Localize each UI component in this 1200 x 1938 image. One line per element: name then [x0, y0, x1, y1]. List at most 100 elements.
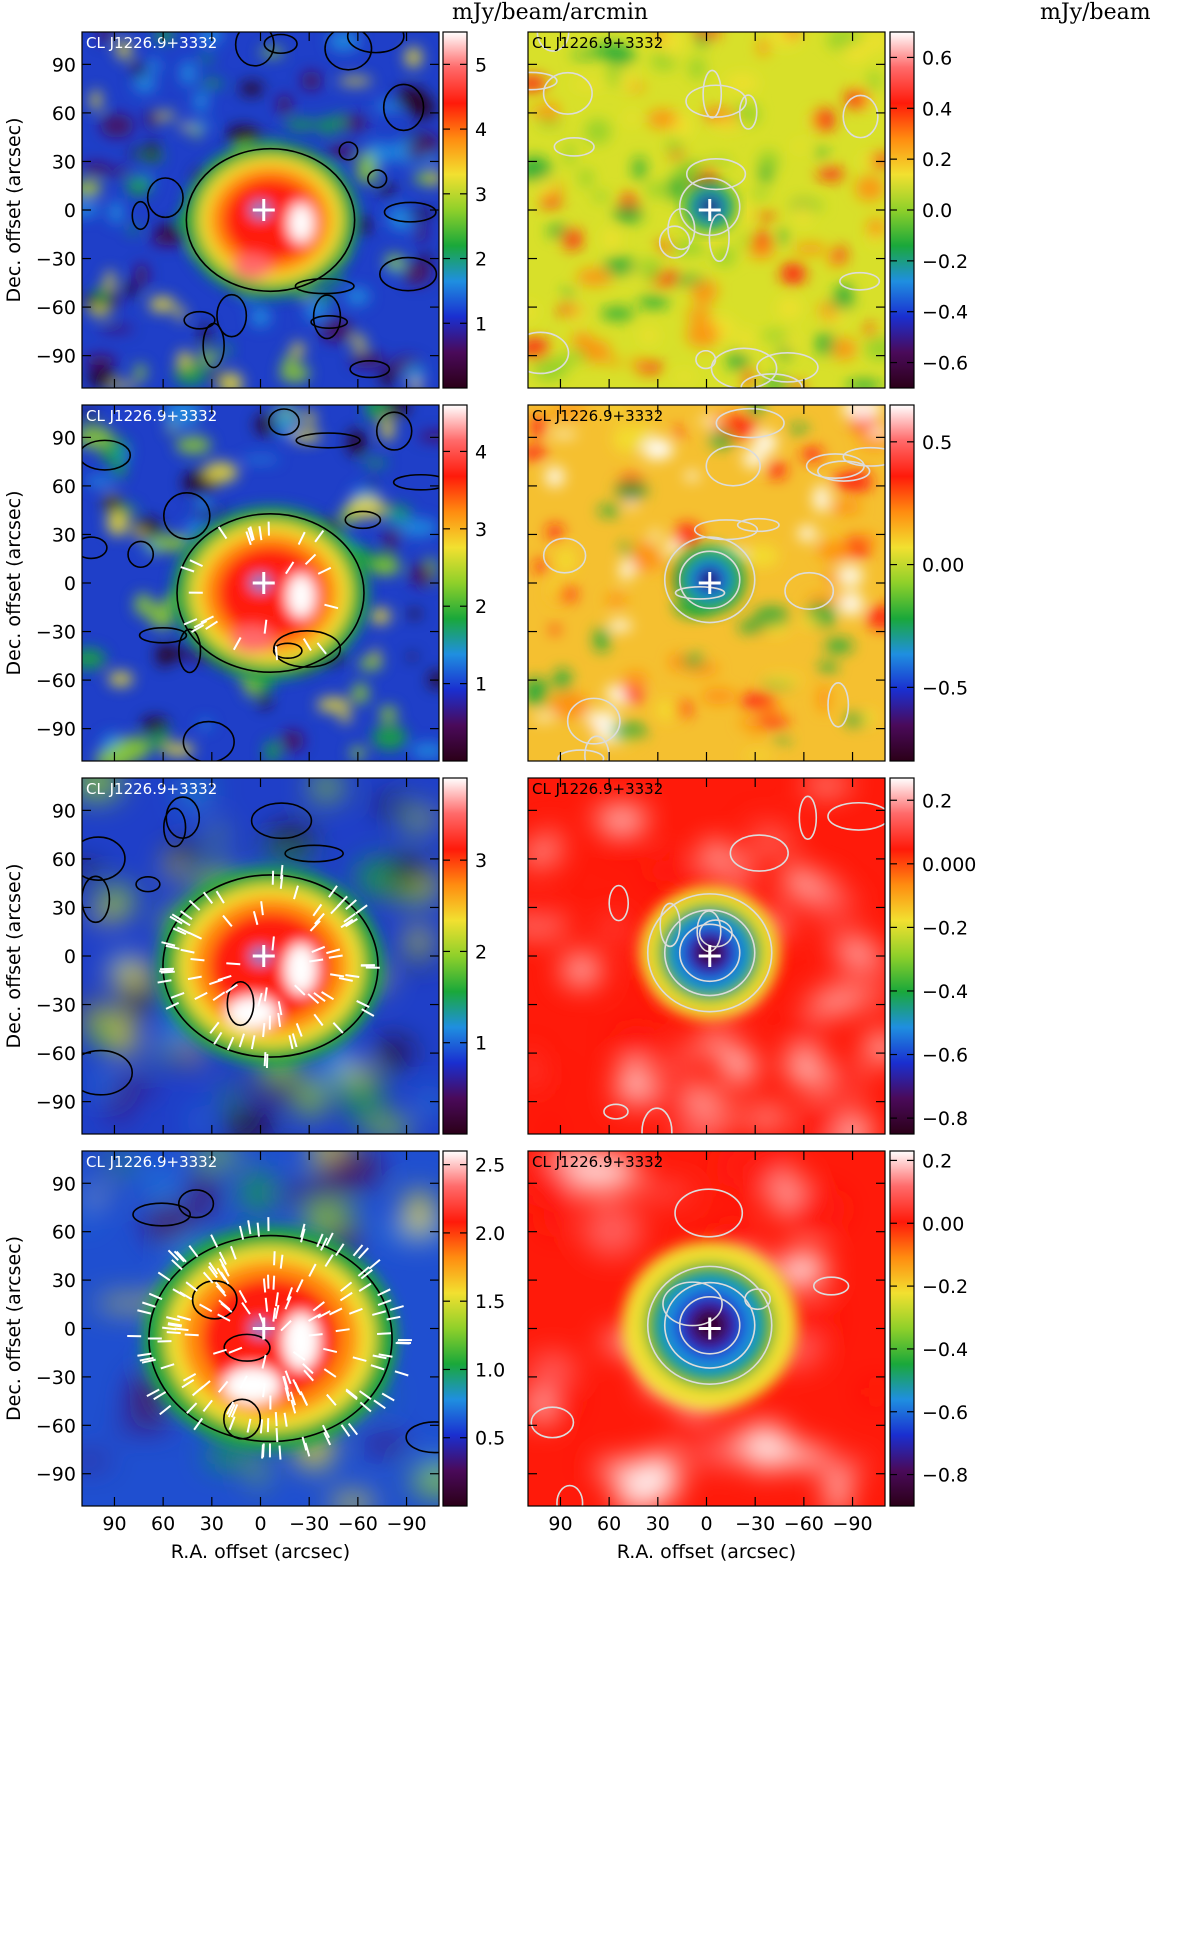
x-axis-label: R.A. offset (arcsec) [617, 1541, 796, 1563]
noise-blobs [528, 405, 885, 759]
axis-ticks [528, 32, 885, 388]
axis-ticks [82, 32, 439, 388]
colorbar-gradient [442, 1150, 468, 1507]
vector-ticks [127, 1217, 412, 1460]
colorbar-tick-label: 2 [475, 941, 487, 963]
colorbar-tick-label: 0.2 [922, 790, 952, 812]
panel-row1-left: CL J1226.9+3332 90 60 30 0 −30 −60 −90 Dec. offs… [3, 31, 440, 389]
heatmap-row1-left [82, 32, 439, 388]
colorbar-tick-label: 1.5 [475, 1291, 505, 1313]
y-tick-label: 0 [64, 1319, 76, 1341]
y-tick-label: −30 [36, 622, 76, 644]
colorbar-gradient [442, 31, 468, 389]
colorbar-tick-label: 1 [475, 313, 487, 335]
panel-row2-left: CL J1226.9+3332 90 60 30 0 −30 −60 −90 Dec. offs… [3, 404, 440, 762]
y-axis-label: Dec. offset (arcsec) [3, 491, 25, 676]
colorbar-gradient [889, 1150, 915, 1507]
colorbar-tick-label: 0.4 [922, 98, 952, 120]
colorbar-row4-right: −0.8 −0.6 −0.4 −0.2 0.00 0.2 [889, 1150, 968, 1507]
y-tick-label: 0 [64, 200, 76, 222]
y-tick-label: −90 [36, 346, 76, 368]
x-tick-label: −60 [338, 1513, 378, 1535]
y-tick-label: 30 [52, 1270, 76, 1292]
colorbar-tick-label: 4 [475, 119, 487, 141]
colorbar-row2-right: −0.5 0.00 0.5 [889, 404, 968, 762]
colorbar-tick-label: −0.4 [922, 981, 968, 1003]
colorbar-tick-label: −0.4 [922, 1339, 968, 1361]
panel-row1-right: CL J1226.9+3332 [527, 31, 886, 389]
x-tick-label: −30 [289, 1513, 329, 1535]
y-axis-label: Dec. offset (arcsec) [3, 1236, 25, 1421]
heatmap-row4-left [82, 1151, 439, 1506]
colorbar-row2-left: 1 2 3 4 [442, 404, 487, 762]
x-tick-label: 90 [548, 1513, 572, 1535]
cluster-label: CL J1226.9+3332 [532, 1153, 663, 1171]
colorbar-gradient [442, 777, 468, 1135]
colorbar-tick-label: 2.0 [475, 1223, 505, 1245]
y-tick-label: 30 [52, 151, 76, 173]
contours [82, 408, 439, 761]
contours [603, 795, 885, 1134]
colorbar-tick-label: 2 [475, 249, 487, 271]
y-axis-label: Dec. offset (arcsec) [3, 118, 25, 303]
x-tick-label: −30 [735, 1513, 775, 1535]
y-tick-label: −90 [36, 1092, 76, 1114]
contours [131, 32, 438, 379]
x-tick-label: 0 [700, 1513, 712, 1535]
x-tick-label: 30 [200, 1513, 224, 1535]
y-tick-label: 90 [52, 1173, 76, 1195]
y-tick-label: −60 [36, 1043, 76, 1065]
y-tick-label: 60 [52, 1222, 76, 1244]
center-marker-icon [252, 572, 275, 594]
colorbar-tick-label: 2.5 [475, 1155, 505, 1177]
y-tick-label: −90 [36, 719, 76, 741]
colorbar-tick-label: 0.00 [922, 555, 964, 577]
colorbar-tick-label: −0.8 [922, 1108, 968, 1130]
center-marker-icon [252, 945, 275, 967]
y-tick-label: −30 [36, 995, 76, 1017]
colorbar-row3-right: −0.8 −0.6 −0.4 −0.2 0.000 0.2 [889, 777, 976, 1135]
colorbar-tick-label: 1 [475, 674, 487, 696]
x-tick-label: −90 [386, 1513, 426, 1535]
y-tick-label: 90 [52, 800, 76, 822]
center-marker-icon [698, 572, 721, 594]
y-tick-label: 60 [52, 849, 76, 871]
contours [82, 796, 379, 1096]
cluster-signal [182, 142, 359, 298]
colorbar-gradient [442, 404, 468, 762]
heatmap-row3-left [82, 778, 439, 1134]
contours [528, 32, 881, 388]
heatmap-row1-right [528, 32, 885, 388]
contours [542, 407, 885, 761]
colorbar-row1-left: 1 2 3 4 5 [442, 31, 487, 389]
y-tick-label: 30 [52, 897, 76, 919]
axis-ticks [528, 1151, 885, 1506]
axis-ticks [528, 778, 885, 1134]
cluster-signal [158, 866, 383, 1066]
y-tick-label: −60 [36, 297, 76, 319]
axis-ticks [82, 405, 439, 761]
center-marker-icon [698, 1317, 721, 1340]
colorbar-tick-label: 0.00 [922, 1213, 964, 1235]
colorbar-tick-label: 1 [475, 1033, 487, 1055]
vector-ticks [180, 521, 339, 661]
colorbar-tick-label: 0.6 [922, 47, 952, 69]
heatmap-row3-right [528, 778, 885, 1134]
colorbar-gradient [889, 404, 915, 762]
center-marker-icon [698, 199, 721, 221]
colorbar-tick-label: 5 [475, 54, 487, 76]
noise-blobs [528, 32, 885, 388]
panel-row4-right: CL J1226.9+3332 90 60 30 0 −30 −60 −90 R.A. offs… [527, 1150, 886, 1563]
contours [530, 1188, 850, 1506]
center-marker-icon [698, 945, 721, 967]
x-tick-label: −60 [784, 1513, 824, 1535]
colorbar-row1-right: −0.6 −0.4 −0.2 0.0 0.2 0.4 0.6 [889, 31, 968, 389]
colorbar-tick-label: −0.2 [922, 917, 968, 939]
cluster-label: CL J1226.9+3332 [532, 780, 663, 798]
colorbar-tick-label: 4 [475, 441, 487, 463]
colorbar-row4-left: 0.5 1.0 1.5 2.0 2.5 [442, 1150, 505, 1507]
cluster-label: CL J1226.9+3332 [532, 407, 663, 425]
x-tick-label: 60 [597, 1513, 621, 1535]
colorbar-unit-left: mJy/beam/arcmin [452, 0, 649, 25]
axis-ticks [82, 1151, 439, 1506]
